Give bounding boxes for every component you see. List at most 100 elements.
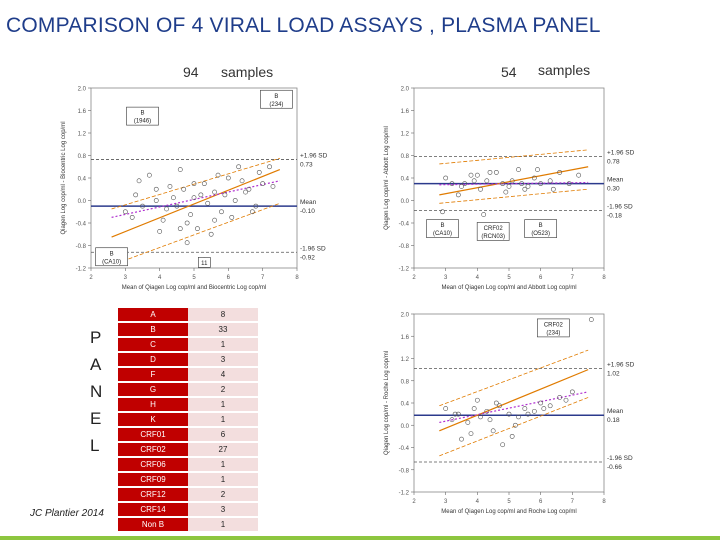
data-point — [177, 167, 183, 172]
data-point — [170, 195, 176, 201]
data-point — [465, 420, 471, 425]
data-point — [522, 406, 528, 411]
count-cell: 2 — [188, 488, 258, 501]
data-point — [468, 431, 474, 436]
data-point — [443, 406, 449, 411]
data-point — [243, 189, 248, 195]
y-tick-label: -1.2 — [76, 267, 87, 273]
annotation-label: CRF02 — [544, 322, 564, 328]
data-point — [146, 172, 152, 178]
data-point — [153, 198, 159, 203]
y-tick-label: -0.8 — [399, 244, 410, 250]
data-point — [129, 214, 135, 220]
annotation-label: (1946) — [134, 119, 151, 125]
data-point — [516, 167, 521, 172]
x-tick-label: 6 — [227, 275, 231, 281]
data-point — [512, 422, 518, 428]
annotation-label: CRF02 — [484, 226, 504, 232]
annotation-label: (CA10) — [102, 259, 121, 265]
data-point — [184, 220, 190, 226]
data-point — [493, 400, 499, 406]
y-tick-label: -0.4 — [399, 222, 410, 228]
data-point — [260, 181, 266, 187]
data-point — [236, 164, 242, 170]
annotation-box — [426, 219, 459, 238]
ref-line-name: -1.96 SD — [607, 455, 633, 462]
data-point — [509, 178, 515, 184]
data-point — [140, 203, 145, 209]
data-point — [509, 433, 515, 439]
x-tick-label: 8 — [602, 275, 606, 281]
samples-label-left: samples — [221, 64, 274, 80]
x-axis-label: Mean of Qiagen Log cop/ml and Biocentric… — [122, 285, 266, 291]
data-point — [547, 178, 553, 184]
data-point — [516, 414, 521, 420]
data-point — [506, 184, 512, 189]
y-tick-label: 1.6 — [401, 335, 410, 341]
count-cell: 27 — [188, 443, 258, 456]
data-point — [547, 403, 553, 409]
data-point — [191, 195, 197, 201]
x-tick-label: 5 — [192, 275, 196, 281]
annotation-label: B — [140, 111, 144, 117]
annotation-box — [524, 219, 557, 238]
y-axis-label: Qiagen Log cop/ml - Abbott Log cop/ml — [384, 126, 390, 230]
data-point — [181, 186, 187, 192]
trend-line — [439, 391, 589, 424]
data-point — [541, 406, 547, 411]
data-point — [184, 240, 190, 246]
x-tick-label: 3 — [444, 275, 448, 281]
data-point — [455, 192, 461, 198]
data-point — [191, 181, 197, 187]
x-tick-label: 7 — [261, 275, 265, 281]
regression-line — [439, 166, 589, 196]
ref-line-name: Mean — [607, 408, 624, 415]
data-point — [153, 186, 159, 192]
y-tick-label: 2.0 — [401, 87, 410, 93]
data-point — [174, 203, 180, 209]
data-point — [201, 181, 207, 187]
annotation-box — [476, 222, 510, 241]
author-credit: JC Plantier 2014 — [30, 508, 104, 519]
data-point — [462, 181, 468, 187]
trend-line — [439, 181, 589, 186]
regression-line — [439, 369, 589, 432]
data-point — [474, 172, 480, 178]
annotation-label: B — [539, 223, 543, 229]
data-point — [195, 226, 200, 232]
x-tick-label: 3 — [124, 275, 128, 281]
data-point — [478, 186, 483, 192]
ref-line-value: -0.18 — [607, 213, 622, 220]
regression-line — [111, 169, 281, 238]
data-point — [550, 186, 556, 192]
bland-altman-chart-biocentric: -1.2 -0.8 -0.4 0.0 0.4 0.8 1.2 1.6 2.0 2 3 4 5 6 7 8 Mea… — [61, 87, 328, 292]
data-point — [474, 397, 480, 403]
data-point — [157, 229, 163, 234]
ref-line-value: 0.18 — [607, 417, 620, 424]
x-tick-label: 5 — [507, 275, 511, 281]
subtype-cell: CRF01 — [118, 428, 188, 441]
data-point — [177, 226, 183, 232]
count-cell: 1 — [188, 398, 258, 411]
ref-line-name: +1.96 SD — [607, 362, 635, 369]
x-tick-label: 4 — [158, 275, 162, 281]
data-point — [487, 169, 493, 175]
y-tick-label: 0.8 — [401, 154, 410, 160]
bland-altman-chart-abbott: -1.2 -0.8 -0.4 0.0 0.4 0.8 1.2 1.6 2.0 2 3 4 5 6 7 8 Mea… — [384, 87, 635, 292]
data-point — [538, 181, 544, 187]
data-point — [557, 169, 563, 175]
count-cell: 3 — [188, 353, 258, 366]
data-point — [459, 436, 464, 442]
panel-letter-e: E — [90, 409, 102, 428]
count-cell: 2 — [188, 383, 258, 396]
annotation-box — [537, 318, 570, 338]
ref-line-value: -0.92 — [300, 254, 315, 261]
subtype-cell: H — [118, 398, 188, 411]
ref-line-value: -0.66 — [607, 464, 622, 471]
count-cell: 4 — [188, 368, 258, 381]
annotation-box — [95, 247, 128, 267]
panel-letter-a: A — [90, 355, 102, 374]
confidence-limit-line — [439, 349, 589, 407]
